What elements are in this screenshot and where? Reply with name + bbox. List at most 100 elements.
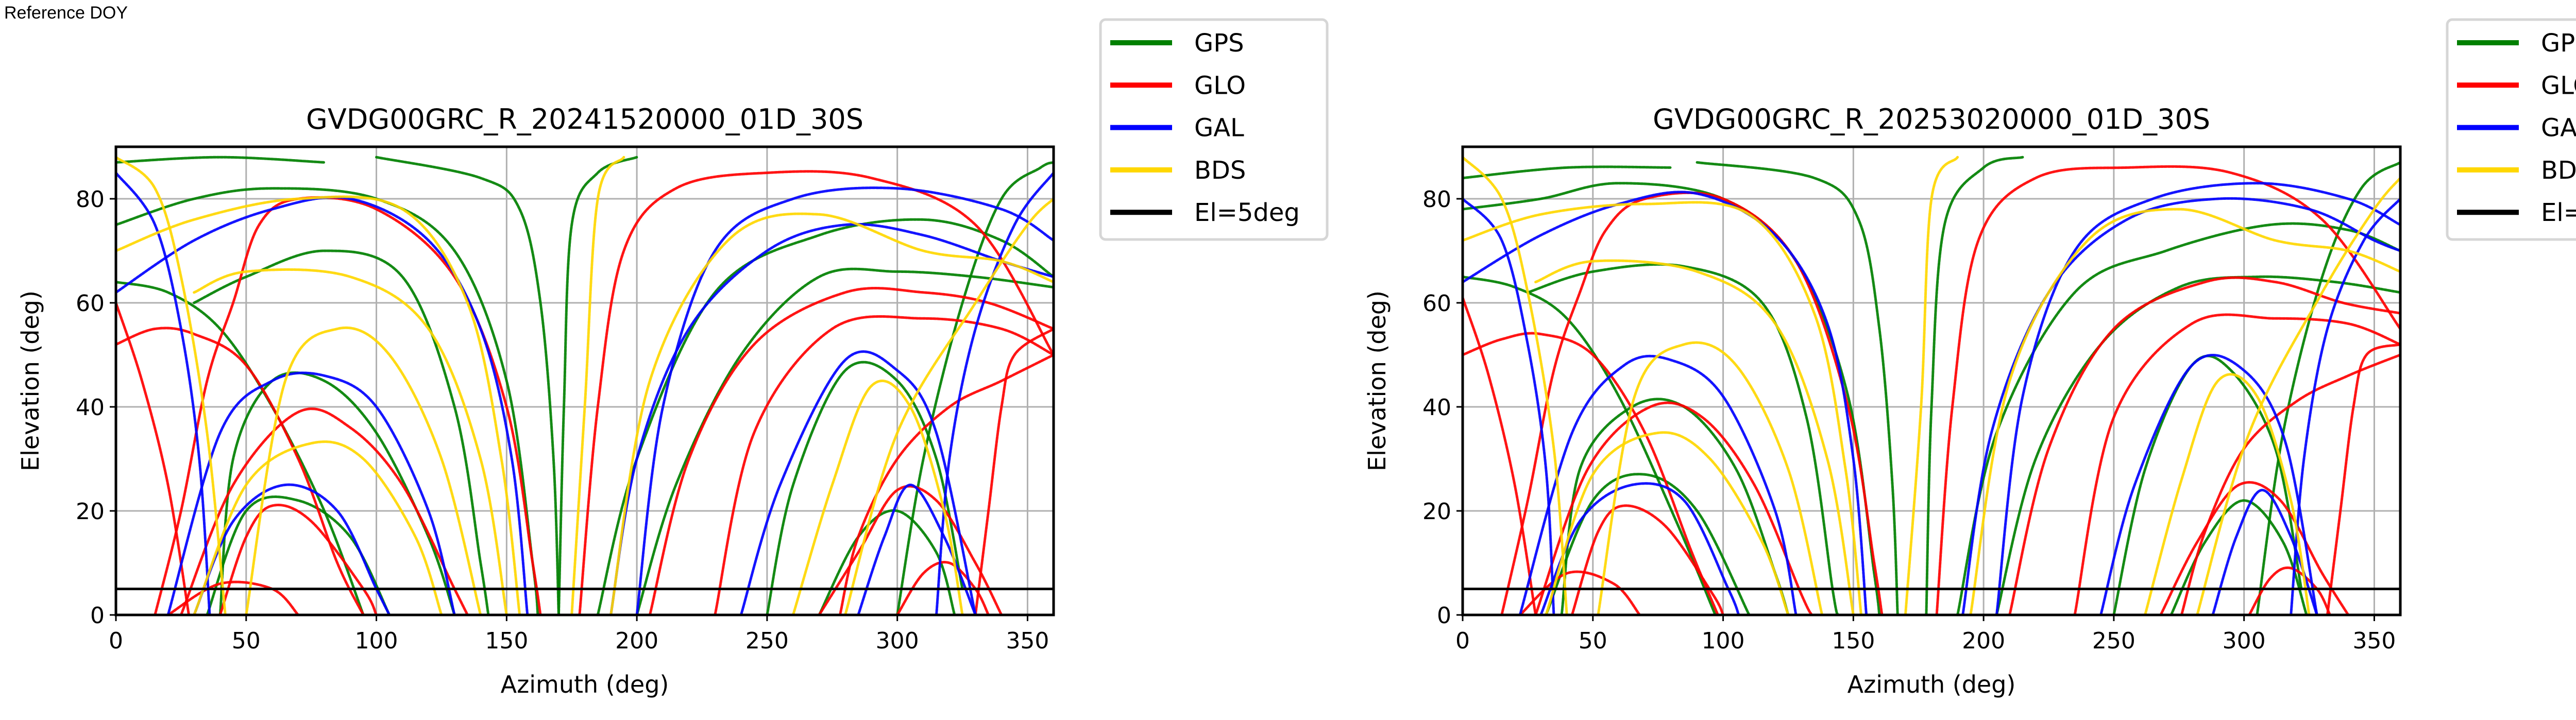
x-tick-label: 350 [1006, 628, 1049, 654]
legend: GPS GLO GAL BDS El=5deg [1099, 18, 1329, 241]
satellite-track-glo [1500, 191, 1884, 615]
satellite-track-gal [116, 196, 529, 615]
satellite-track-gal [935, 172, 1054, 615]
satellite-track-bds [1545, 431, 1790, 615]
satellite-track-glo [818, 485, 1003, 615]
axes-frame [114, 145, 1055, 616]
satellite-track-bds [1534, 259, 1855, 615]
legend-label: BDS [2541, 156, 2576, 185]
satellite-track-glo [1935, 165, 2400, 615]
satellite-track-gps [1545, 473, 1751, 615]
legend-label: El=5deg [1194, 198, 1300, 227]
x-axis-label: Azimuth (deg) [501, 671, 669, 698]
satellite-track-bds [1597, 341, 1824, 615]
y-tick-label: 0 [1437, 603, 1451, 629]
satellite-track-glo [2008, 276, 2400, 615]
satellite-track-gps [1925, 156, 2024, 615]
y-tick-label: 40 [1422, 395, 1451, 421]
x-tick-label: 200 [1962, 628, 2005, 654]
satellite-track-gal [166, 371, 456, 615]
satellite-track-gps [116, 156, 326, 164]
satellite-track-glo [714, 315, 1054, 615]
legend-label: GLO [2541, 71, 2576, 100]
satellite-track-bds [570, 156, 625, 615]
satellite-track-gps [1696, 161, 1899, 615]
satellite-track-bds [1904, 156, 1959, 615]
legend-item-glo: GLO [2457, 71, 2576, 100]
legend-item-el-5deg: El=5deg [1110, 198, 1300, 227]
satellite-track-glo [1570, 504, 1725, 615]
satellite-track-gal [739, 350, 977, 615]
satellite-track-bds [116, 156, 227, 615]
satellite-track-bds [844, 197, 1054, 615]
satellite-track-bds [193, 268, 508, 615]
legend-item-gps: GPS [2457, 29, 2576, 58]
satellite-track-gps [2256, 161, 2400, 615]
y-tick-label: 80 [1422, 186, 1451, 213]
legend-label: GPS [1194, 29, 1244, 58]
x-tick-label: 300 [2223, 628, 2266, 654]
chart-title: GVDG00GRC_R_20253020000_01D_30S [1653, 103, 2210, 135]
satellite-track-gps [635, 267, 1054, 615]
x-tick-label: 100 [355, 628, 398, 654]
satellite-track-gps [1463, 165, 1672, 180]
satellite-track-glo [2073, 313, 2400, 615]
satellite-track-glo [2248, 566, 2331, 615]
satellite-track-gal [1518, 354, 1798, 615]
satellite-track-gps [596, 218, 1054, 615]
legend-item-bds: BDS [1110, 156, 1246, 185]
satellite-track-glo [2159, 481, 2350, 615]
satellite-track-glo [166, 580, 300, 615]
legend-label: GAL [1194, 114, 1244, 143]
x-tick-label: 250 [2092, 628, 2136, 654]
satellite-track-gps [1995, 275, 2400, 615]
legend-label: GLO [1194, 71, 1246, 100]
x-tick-label: 250 [745, 628, 789, 654]
satellite-track-glo [2180, 353, 2400, 615]
series-bds [1463, 156, 2400, 615]
legend-item-el-5deg: El=5deg [2457, 198, 2576, 227]
satellite-track-gps [2170, 499, 2308, 615]
x-tick-label: 150 [485, 628, 528, 654]
satellite-track-bds [2196, 177, 2400, 615]
satellite-track-gal [1961, 197, 2400, 615]
chart-title: GVDG00GRC_R_20241520000_01D_30S [306, 103, 863, 135]
x-tick-label: 50 [232, 628, 261, 654]
satellite-track-gal [609, 222, 1054, 615]
legend-label: BDS [1194, 156, 1246, 185]
y-tick-label: 0 [90, 603, 105, 629]
satellite-track-glo [1463, 296, 1537, 615]
x-tick-label: 350 [2352, 628, 2396, 654]
series-bds [116, 156, 1054, 615]
y-axis-label: Elevation (deg) [1363, 290, 1391, 471]
x-tick-label: 50 [1579, 628, 1607, 654]
series-glo [1463, 165, 2400, 615]
satellite-track-gps [1526, 263, 1839, 615]
legend-box [1099, 18, 1329, 241]
satellite-track-gps [218, 371, 456, 615]
satellite-track-gal [635, 186, 1054, 615]
satellite-track-bds [116, 195, 521, 615]
satellite-track-bds [245, 326, 482, 615]
satellite-track-gps [766, 361, 964, 615]
x-tick-label: 200 [615, 628, 658, 654]
y-tick-label: 40 [76, 395, 105, 421]
satellite-track-bds [1969, 208, 2400, 615]
satellite-track-glo [116, 327, 365, 615]
satellite-track-bds [609, 212, 1054, 615]
satellite-track-bds [791, 380, 964, 615]
y-axis-label: Elevation (deg) [16, 290, 44, 471]
x-tick-label: 150 [1832, 628, 1875, 654]
satellite-track-glo [1518, 570, 1641, 615]
axes-frame [1461, 145, 2402, 616]
satellite-track-glo [2326, 343, 2400, 615]
satellite-track-gps [1463, 276, 1717, 615]
series-gal [1463, 182, 2400, 615]
satellite-track-glo [1534, 401, 1813, 615]
series-gal [116, 172, 1054, 615]
satellite-track-gps [193, 249, 490, 615]
satellite-track-glo [974, 328, 1054, 615]
legend-item-gps: GPS [1110, 29, 1244, 58]
legend: GPS GLO GAL BDS El=5deg [2446, 18, 2576, 241]
